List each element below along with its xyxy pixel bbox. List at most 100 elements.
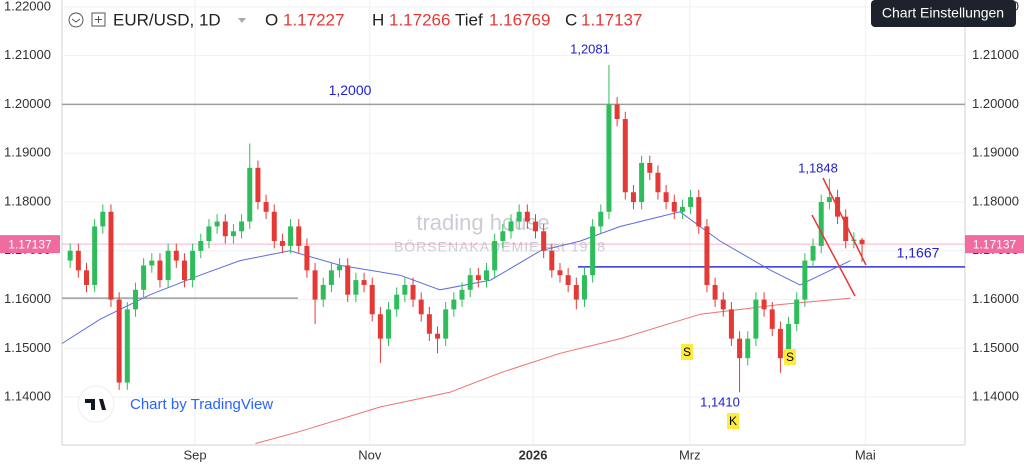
- candle-body: [598, 211, 604, 227]
- candle-body: [279, 241, 285, 246]
- candle-body: [377, 314, 383, 339]
- candle-body: [181, 260, 187, 281]
- y-tick-label: 1.20000: [4, 96, 51, 111]
- candle-body: [753, 299, 759, 339]
- candle-body: [712, 284, 718, 300]
- trend-line: [822, 177, 867, 266]
- candle-body: [532, 221, 538, 232]
- candle-body: [794, 299, 800, 324]
- compare-icon: [95, 16, 102, 23]
- last-price-box: [965, 235, 1024, 254]
- labels: 1.14000 1.14000 1.15000 1.15000 1.16000 1.160…: [0, 0, 1024, 462]
- candle-body: [745, 338, 751, 359]
- candle-body: [304, 245, 310, 271]
- ohlc-value: 1.17227: [283, 10, 344, 29]
- candle-body: [459, 289, 465, 300]
- candle-body: [206, 226, 212, 242]
- candle-body: [467, 275, 473, 290]
- candle-body: [590, 226, 596, 276]
- y-tick-label: 1.14000: [972, 389, 1019, 404]
- marker-box: [784, 349, 796, 365]
- ohlc-label: O: [265, 10, 278, 29]
- settings-button-label[interactable]: Chart Einstellungen: [882, 5, 1004, 21]
- candle-body: [239, 221, 245, 232]
- dropdown-arrow[interactable]: [238, 18, 246, 23]
- candle-body: [818, 202, 824, 246]
- candle-body: [549, 250, 555, 271]
- marker: S: [786, 350, 794, 364]
- candle-body: [492, 241, 498, 271]
- candle-body: [410, 284, 416, 300]
- x-tick-label: Mrz: [679, 447, 701, 462]
- candle-body: [124, 309, 130, 383]
- candle-body: [435, 333, 441, 339]
- compare-icon[interactable]: [91, 12, 106, 27]
- marker: S: [683, 345, 691, 359]
- candle-body: [859, 239, 865, 245]
- candle-body: [606, 104, 612, 212]
- candle-body: [402, 284, 408, 295]
- y-tick-label: 1.14000: [4, 389, 51, 404]
- candle-body: [647, 162, 653, 173]
- candle-body: [222, 221, 228, 237]
- settings-button[interactable]: [871, 0, 1016, 27]
- candle-body: [565, 275, 571, 285]
- y-tick-label: 1.18000: [972, 193, 1019, 208]
- candle-body: [802, 260, 808, 300]
- candle-body: [198, 241, 204, 251]
- plot: [61, 64, 965, 444]
- level-label: 1,2000: [329, 82, 372, 98]
- candle-body: [573, 284, 579, 300]
- symbol[interactable]: EUR/USD, 1D: [113, 10, 221, 29]
- moving-average: [255, 297, 851, 444]
- annotation: 1,1410: [700, 394, 740, 409]
- x-tick-label: Mai: [855, 447, 876, 462]
- candle-body: [353, 280, 359, 295]
- candle-body: [132, 289, 138, 310]
- candle-body: [728, 309, 734, 339]
- tv-logo: [85, 399, 106, 410]
- collapse-icon[interactable]: [68, 12, 84, 28]
- candle-body: [263, 202, 269, 212]
- x-tick-label: 2026: [519, 447, 548, 462]
- candle-body: [418, 299, 424, 315]
- ohlc-label: C: [565, 10, 577, 29]
- attribution[interactable]: Chart by TradingView: [130, 396, 273, 413]
- candle-body: [777, 328, 783, 359]
- candle-body: [386, 309, 392, 339]
- candle-body: [108, 211, 114, 300]
- watermark: BÖRSENAKADEMIE est 1978: [394, 238, 606, 255]
- candle-body: [614, 104, 620, 120]
- candle-body: [173, 250, 179, 261]
- candle-body: [141, 265, 147, 290]
- candle-body: [271, 211, 277, 242]
- candle-body: [426, 314, 432, 334]
- ohlc-label: Tief: [455, 10, 483, 29]
- tv-logo[interactable]: [77, 385, 115, 423]
- candle-body: [255, 167, 261, 203]
- y-tick-label: 1.21000: [4, 47, 51, 62]
- candle-body: [484, 270, 490, 281]
- candle-body: [630, 192, 636, 203]
- candle-body: [312, 270, 318, 300]
- x-tick-label: Sep: [183, 447, 206, 462]
- candle-body: [541, 231, 547, 251]
- candle-body: [100, 211, 106, 227]
- candle-body: [769, 309, 775, 329]
- candle-body: [296, 226, 302, 246]
- level-label: 1,1667: [897, 245, 940, 261]
- candle-body: [320, 284, 326, 300]
- candle-body: [75, 250, 81, 271]
- y-tick-label: 1.15000: [972, 340, 1019, 355]
- candle-body: [345, 265, 351, 295]
- last-price-label: 1.17137: [8, 237, 52, 251]
- candle-body: [557, 270, 563, 276]
- candle-body: [737, 338, 743, 359]
- candle-body: [190, 250, 196, 281]
- candle-body: [451, 299, 457, 310]
- trend-line: [811, 214, 856, 297]
- candle-body: [720, 299, 726, 310]
